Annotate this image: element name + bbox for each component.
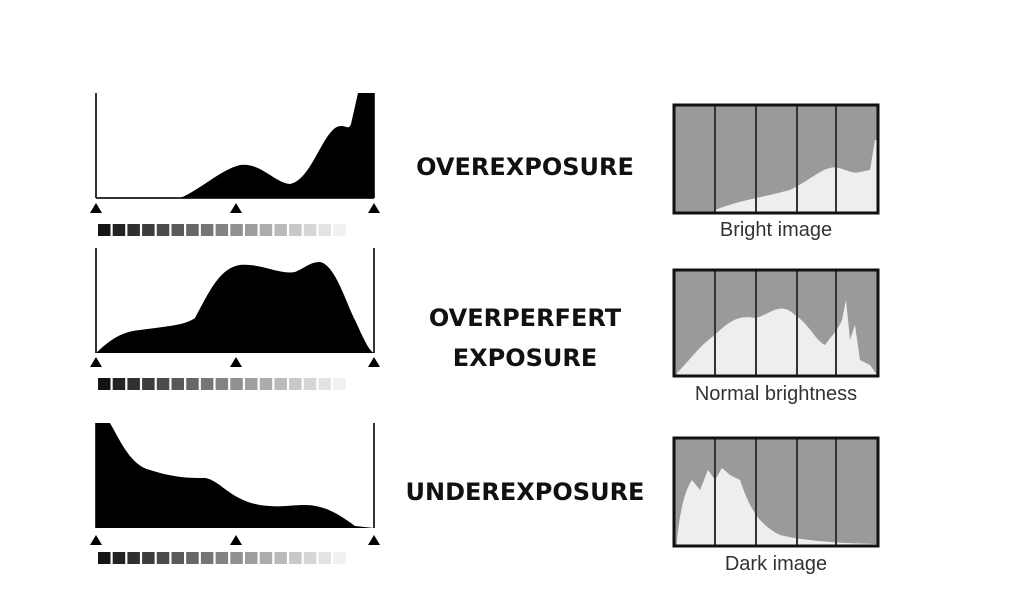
- gray-swatch: [186, 224, 199, 236]
- camera-histograms: [672, 103, 880, 548]
- gray-swatch: [215, 224, 229, 236]
- gray-swatch: [112, 224, 126, 236]
- gray-swatch: [200, 378, 214, 390]
- gray-swatch: [289, 378, 302, 390]
- gray-swatch: [127, 224, 140, 236]
- triangle-marker-icon: [90, 535, 102, 545]
- gray-swatch: [156, 552, 170, 564]
- gray-swatch: [245, 378, 258, 390]
- gray-swatch: [318, 552, 331, 564]
- gray-swatch: [186, 378, 199, 390]
- gray-swatch: [303, 378, 317, 390]
- gray-swatch: [303, 552, 317, 564]
- gray-swatch: [171, 224, 184, 236]
- camera-histogram-frame: [672, 103, 880, 215]
- histogram-proper-exposure: [95, 248, 375, 353]
- gray-swatch: [347, 552, 361, 564]
- gray-swatch: [259, 224, 273, 236]
- gray-swatch: [318, 224, 331, 236]
- triangle-marker-icon: [90, 203, 102, 213]
- triangle-marker-icon: [230, 357, 242, 367]
- gray-swatch: [142, 378, 155, 390]
- gray-swatch: [333, 378, 346, 390]
- gray-swatch: [171, 552, 184, 564]
- gray-swatch: [333, 224, 346, 236]
- label-underexposure: UNDEREXPOSURE: [380, 472, 670, 512]
- gray-swatch: [245, 552, 258, 564]
- triangle-marker-icon: [368, 357, 380, 367]
- label-line: OVERPERFERT: [428, 304, 622, 332]
- gray-swatch: [347, 224, 361, 236]
- gray-swatch: [289, 552, 302, 564]
- label-line: UNDEREXPOSURE: [405, 478, 645, 506]
- gray-swatch: [156, 224, 170, 236]
- label-line: EXPOSURE: [452, 344, 598, 372]
- camera-histogram-frame: [672, 436, 880, 548]
- gray-swatch: [215, 378, 229, 390]
- label-overexposure: OVEREXPOSURE: [380, 147, 670, 187]
- gray-swatch: [347, 378, 361, 390]
- gray-swatch: [156, 378, 170, 390]
- gray-swatch: [274, 378, 287, 390]
- triangle-marker-icon: [90, 357, 102, 367]
- camera-histogram-bright: [675, 106, 877, 212]
- gray-swatch: [230, 378, 243, 390]
- gray-swatch: [274, 224, 287, 236]
- gray-swatch: [303, 224, 317, 236]
- gray-swatch: [142, 552, 155, 564]
- camera-histogram-normal: [675, 271, 877, 375]
- triangle-marker-icon: [368, 535, 380, 545]
- gray-swatch: [289, 224, 302, 236]
- gray-swatch: [230, 552, 243, 564]
- gray-swatch: [98, 378, 111, 390]
- gray-swatch: [127, 552, 140, 564]
- gray-swatch: [127, 378, 140, 390]
- gray-scales: [98, 224, 361, 564]
- label-proper-exposure: OVERPERFERT EXPOSURE: [380, 298, 670, 378]
- histogram-overexposure: [95, 93, 375, 199]
- gray-swatch: [112, 552, 126, 564]
- triangle-markers: [90, 203, 380, 545]
- gray-swatch: [98, 552, 111, 564]
- caption-dark: Dark image: [724, 553, 828, 575]
- caption-normal: Normal brightness: [694, 383, 858, 405]
- triangle-marker-icon: [230, 203, 242, 213]
- gray-swatch: [98, 224, 111, 236]
- gray-swatch: [259, 552, 273, 564]
- gray-swatch: [245, 224, 258, 236]
- gray-swatch: [259, 378, 273, 390]
- caption-bright: Bright image: [719, 219, 833, 241]
- camera-histogram-frame: [672, 268, 880, 378]
- gray-swatch: [171, 378, 184, 390]
- gray-swatch: [333, 552, 346, 564]
- camera-histogram-dark: [675, 439, 877, 545]
- triangle-marker-icon: [230, 535, 242, 545]
- gray-swatch: [186, 552, 199, 564]
- gray-swatch: [318, 378, 331, 390]
- histogram-underexposure: [95, 423, 375, 528]
- gray-swatch: [200, 224, 214, 236]
- gray-swatch: [112, 378, 126, 390]
- gray-swatch: [230, 224, 243, 236]
- gray-swatch: [274, 552, 287, 564]
- triangle-marker-icon: [368, 203, 380, 213]
- gray-swatch: [200, 552, 214, 564]
- label-line: OVEREXPOSURE: [416, 153, 634, 181]
- gray-swatch: [215, 552, 229, 564]
- gray-swatch: [142, 224, 155, 236]
